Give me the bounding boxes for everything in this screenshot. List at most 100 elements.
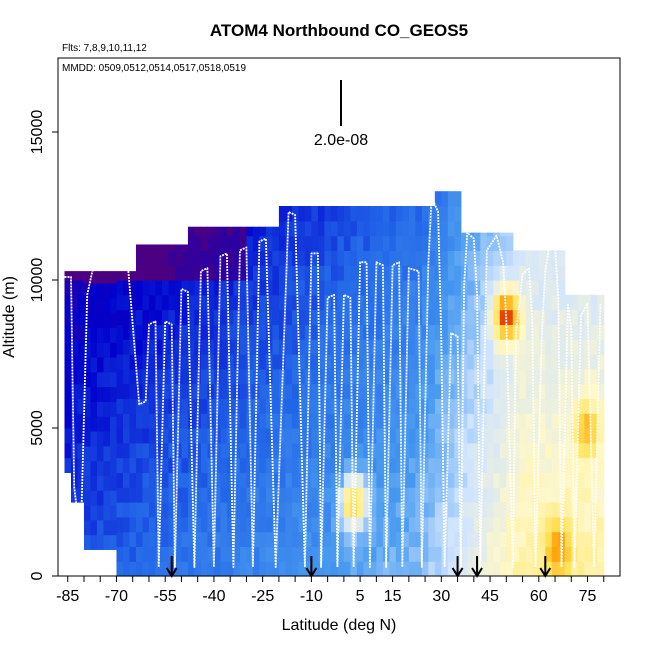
heatmap-cell: [213, 226, 222, 237]
heatmap-cell: [226, 368, 235, 385]
heatmap-cell: [486, 442, 494, 459]
y-tick-label: 10000: [29, 258, 46, 303]
heatmap-cell: [324, 546, 332, 562]
heatmap-cell: [278, 339, 286, 355]
heatmap-cell: [395, 428, 403, 444]
heatmap-cell: [103, 460, 111, 476]
heatmap-cell: [207, 339, 215, 355]
heatmap-cell: [285, 546, 293, 562]
heatmap-cell: [356, 398, 364, 414]
heatmap-cell: [473, 280, 481, 296]
heatmap-cell: [519, 413, 527, 429]
heatmap-cell: [447, 472, 455, 488]
x-tick-label: -25: [251, 588, 274, 605]
heatmap-cell: [493, 250, 501, 266]
heatmap-cell: [330, 472, 338, 488]
heatmap-cell: [408, 502, 416, 518]
heatmap-cell: [356, 250, 364, 266]
heatmap-cell: [70, 457, 79, 473]
heatmap-cell: [577, 531, 585, 547]
heatmap-cell: [382, 354, 390, 370]
heatmap-cell: [83, 519, 92, 536]
heatmap-cell: [356, 220, 364, 237]
heatmap-cell: [233, 502, 241, 518]
heatmap-cell: [506, 309, 514, 325]
heatmap-cell: [590, 487, 598, 503]
heatmap-cell: [597, 354, 605, 370]
heatmap-cell: [473, 428, 481, 444]
heatmap-cell: [467, 232, 475, 237]
heatmap-cell: [532, 398, 540, 414]
heatmap-cell: [434, 428, 442, 444]
heatmap-cell: [116, 309, 124, 325]
heatmap-cell: [324, 502, 332, 518]
heatmap-cell: [83, 534, 92, 550]
heatmap-cell: [551, 294, 559, 311]
heatmap-cell: [298, 413, 306, 429]
heatmap-cell: [350, 235, 358, 251]
heatmap-cell: [265, 294, 274, 311]
heatmap-cell: [129, 487, 137, 503]
heatmap-cell: [161, 294, 170, 311]
flight-profiles: [64, 196, 602, 568]
heatmap-cell: [174, 398, 183, 414]
heatmap-cell: [311, 502, 319, 518]
heatmap-cell: [525, 428, 533, 444]
heatmap-cell: [64, 442, 72, 459]
heatmap-cell: [460, 250, 468, 266]
heatmap-cell: [285, 354, 293, 370]
heatmap-cell: [83, 430, 92, 447]
heatmap-cell: [545, 324, 553, 340]
heatmap-cell: [324, 220, 332, 237]
heatmap-cell: [376, 324, 384, 340]
heatmap-cell: [207, 457, 215, 473]
heatmap-cell: [246, 226, 254, 237]
heatmap-cell: [467, 339, 475, 355]
heatmap-cell: [564, 487, 572, 503]
heatmap-cell: [499, 280, 507, 296]
heatmap-cell: [506, 265, 514, 281]
heatmap-cell: [447, 442, 455, 459]
heatmap-cell: [376, 413, 384, 429]
heatmap-cell: [265, 413, 274, 429]
heatmap-cell: [103, 356, 111, 373]
heatmap-cell: [480, 546, 488, 562]
heatmap-cell: [493, 280, 501, 296]
heatmap-cell: [200, 324, 209, 340]
heatmap-cell: [265, 546, 274, 562]
heatmap-cell: [337, 368, 345, 385]
heatmap-cell: [135, 250, 144, 266]
heatmap-cell: [330, 487, 338, 503]
heatmap-cell: [168, 280, 176, 296]
heatmap-cell: [389, 383, 397, 399]
heatmap-cell: [252, 457, 261, 473]
heatmap-cell: [356, 472, 364, 488]
heatmap-cell: [64, 354, 72, 370]
heatmap-cell: [77, 271, 85, 281]
heatmap-cell: [538, 428, 546, 444]
heatmap-cell: [434, 339, 442, 355]
heatmap-cell: [486, 428, 494, 444]
heatmap-cell: [356, 206, 364, 222]
heatmap-cell: [506, 546, 514, 562]
heatmap-cell: [64, 339, 72, 355]
heatmap-cell: [551, 531, 559, 547]
heatmap-cell: [142, 457, 150, 473]
heatmap-cell: [181, 457, 189, 473]
heatmap-cell: [395, 383, 403, 399]
heatmap-cell: [246, 354, 254, 370]
heatmap-cell: [90, 342, 98, 358]
heatmap-cell: [434, 442, 442, 459]
heatmap-cell: [103, 490, 111, 506]
heatmap-cell: [493, 354, 501, 370]
heatmap-cell: [129, 354, 137, 370]
heatmap-cell: [473, 487, 481, 503]
heatmap-cell: [83, 342, 92, 358]
heatmap-cell: [239, 368, 248, 385]
heatmap-cell: [148, 413, 157, 429]
heatmap-cell: [389, 235, 397, 251]
heatmap-cell: [220, 280, 228, 296]
heatmap-cell: [155, 280, 163, 296]
heatmap-cell: [395, 531, 403, 547]
heatmap-cell: [584, 502, 592, 518]
